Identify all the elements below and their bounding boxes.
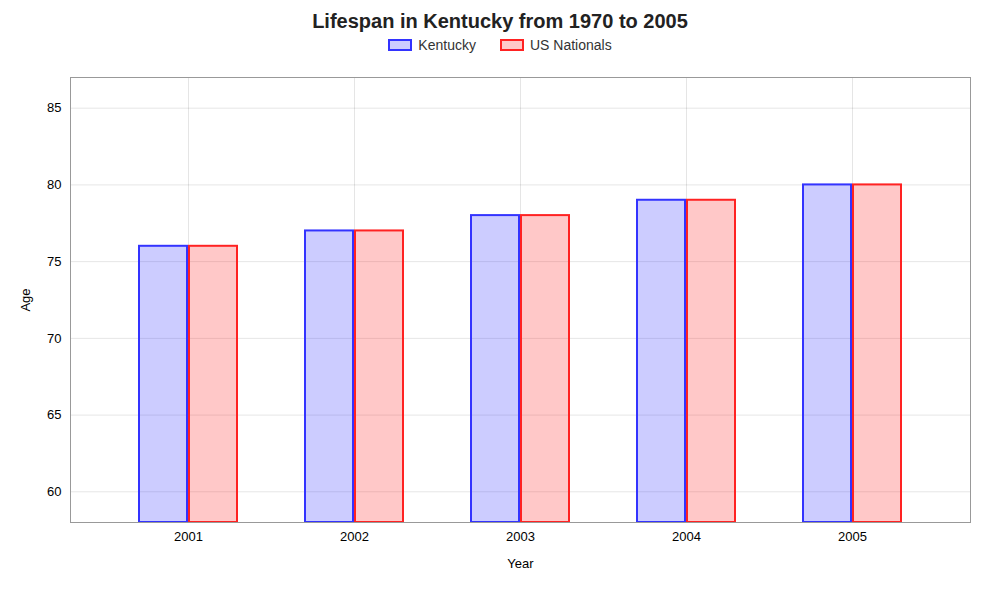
svg-text:75: 75	[47, 254, 61, 269]
svg-text:2002: 2002	[340, 529, 369, 544]
svg-text:80: 80	[47, 177, 61, 192]
svg-text:Year: Year	[507, 556, 534, 571]
svg-text:2003: 2003	[506, 529, 535, 544]
svg-text:2005: 2005	[838, 529, 867, 544]
svg-text:Age: Age	[18, 288, 33, 311]
html-text:US Nationals: US Nationals	[529, 37, 612, 53]
svg-text:2004: 2004	[672, 529, 701, 544]
svg-text:70: 70	[47, 331, 61, 346]
html-text:Kentucky: Kentucky	[418, 37, 476, 53]
svg-text:2001: 2001	[174, 529, 203, 544]
svg-text:60: 60	[47, 484, 61, 499]
html-text:Lifespan in Kentucky from 1970: Lifespan in Kentucky from 1970 to 2005	[312, 10, 688, 32]
svg-text:65: 65	[47, 407, 61, 422]
svg-text:85: 85	[47, 100, 61, 115]
